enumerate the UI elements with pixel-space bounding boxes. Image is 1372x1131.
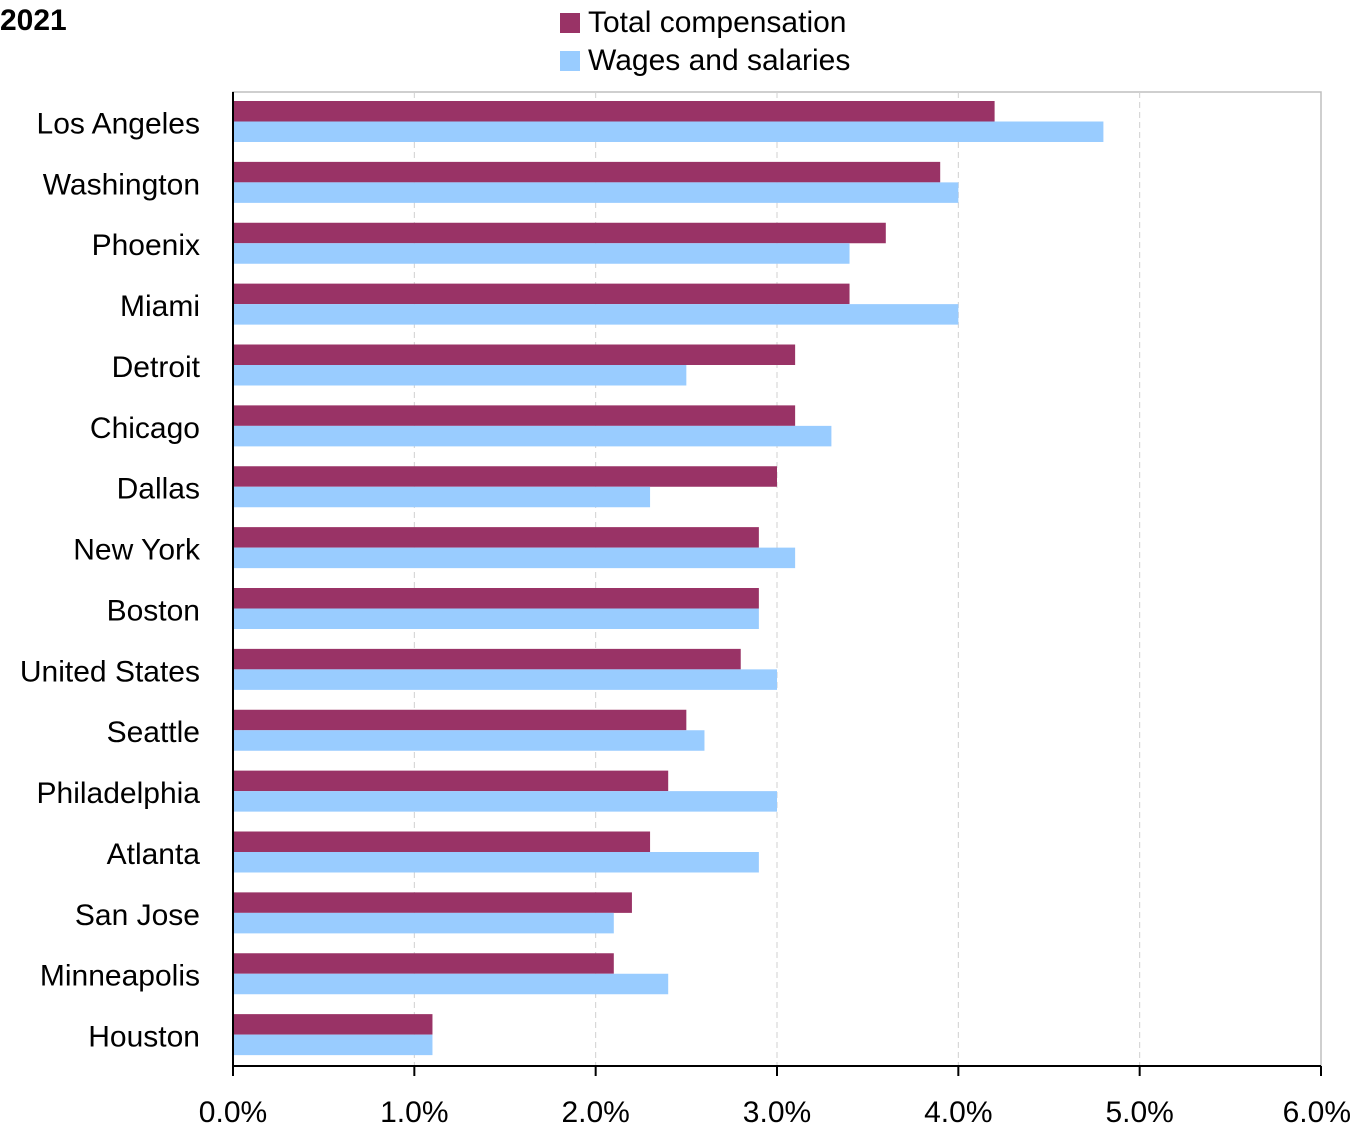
x-tick-label: 2.0% [561, 1096, 629, 1129]
bar-wages-and-salaries [233, 791, 777, 812]
category-label: Miami [120, 290, 200, 323]
x-tick-label: 0.0% [199, 1096, 267, 1129]
bar-wages-and-salaries [233, 669, 777, 690]
legend: Total compensation Wages and salaries [560, 4, 850, 80]
legend-label-wages-and-salaries: Wages and salaries [588, 44, 851, 77]
bar-wages-and-salaries [233, 365, 687, 386]
bar-wages-and-salaries [233, 243, 850, 264]
category-label: Philadelphia [37, 777, 201, 810]
bar-total-compensation [233, 770, 669, 792]
bar-total-compensation [233, 709, 687, 731]
bar-total-compensation [233, 222, 886, 244]
bar-wages-and-salaries [233, 182, 959, 203]
bar-wages-and-salaries [233, 608, 759, 629]
category-label: Phoenix [92, 229, 200, 262]
category-label: San Jose [75, 899, 200, 932]
category-label: Chicago [90, 412, 200, 445]
bar-wages-and-salaries [233, 486, 651, 508]
bar-wages-and-salaries [233, 730, 705, 751]
bar-wages-and-salaries [233, 1034, 433, 1056]
bar-wages-and-salaries [233, 912, 614, 934]
category-label: Los Angeles [37, 107, 200, 140]
category-label: Detroit [112, 351, 201, 384]
category-label: Houston [88, 1021, 200, 1054]
bar-total-compensation [233, 648, 741, 670]
bar-total-compensation [233, 527, 759, 548]
legend-swatch-wages-and-salaries [560, 51, 580, 71]
x-tick-label: 3.0% [743, 1096, 811, 1129]
category-label: Minneapolis [40, 960, 200, 993]
bar-wages-and-salaries [233, 121, 1104, 142]
category-label: Boston [107, 594, 200, 627]
category-label: Atlanta [107, 838, 201, 871]
bar-wages-and-salaries [233, 852, 759, 873]
bar-total-compensation [233, 466, 777, 487]
bar-total-compensation [233, 831, 651, 852]
category-label: New York [73, 534, 201, 567]
category-label: Dallas [117, 473, 200, 506]
category-label: United States [20, 655, 200, 688]
bar-wages-and-salaries [233, 304, 959, 325]
bar-total-compensation [233, 405, 796, 426]
bar-wages-and-salaries [233, 973, 669, 995]
x-tick-label: 4.0% [924, 1096, 992, 1129]
x-tick-label: 6.0% [1283, 1096, 1351, 1129]
bar-total-compensation [233, 161, 941, 183]
x-tick-label: 1.0% [380, 1096, 448, 1129]
x-tick-label: 5.0% [1105, 1096, 1173, 1129]
bar-total-compensation [233, 588, 759, 609]
legend-swatch-total-compensation [560, 13, 580, 33]
legend-item-wages-and-salaries: Wages and salaries [560, 42, 850, 80]
bar-total-compensation [233, 1014, 433, 1035]
bar-wages-and-salaries [233, 425, 832, 447]
legend-item-total-compensation: Total compensation [560, 4, 850, 42]
bar-total-compensation [233, 892, 632, 913]
legend-label-total-compensation: Total compensation [588, 6, 847, 39]
bar-total-compensation [233, 953, 614, 974]
bar-wages-and-salaries [233, 547, 796, 569]
category-label: Washington [43, 168, 200, 201]
chart-title: 2021 [0, 4, 67, 37]
bar-total-compensation [233, 283, 850, 305]
bar-total-compensation [233, 101, 995, 122]
bar-total-compensation [233, 344, 796, 365]
category-label: Seattle [107, 716, 200, 749]
